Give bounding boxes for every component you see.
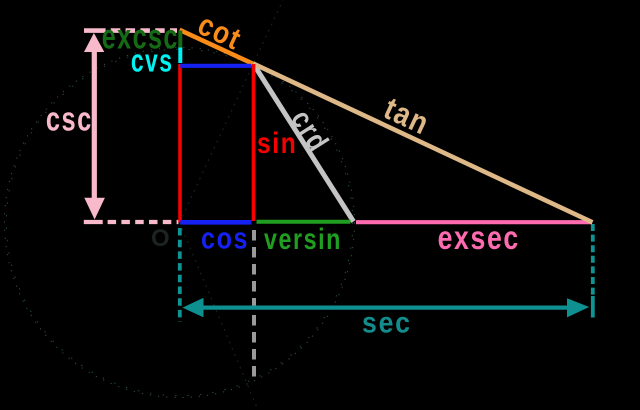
svg-text:csc: csc — [46, 101, 93, 138]
svg-text:excsc: excsc — [102, 17, 179, 56]
svg-text:sin: sin — [257, 126, 297, 160]
svg-text:O: O — [151, 225, 170, 252]
svg-text:exsec: exsec — [438, 220, 520, 256]
svg-text:sec: sec — [362, 306, 412, 340]
svg-text:versin: versin — [264, 222, 342, 256]
svg-text:cvs: cvs — [131, 43, 173, 79]
svg-text:cos: cos — [201, 220, 249, 255]
